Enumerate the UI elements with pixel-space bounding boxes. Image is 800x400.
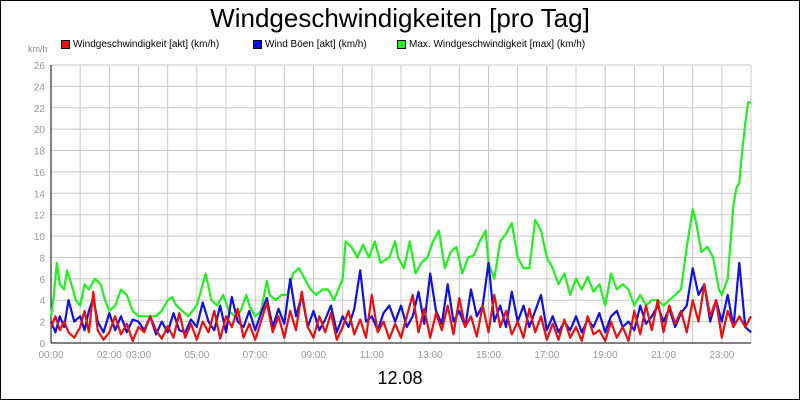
y-tick-label: 16 xyxy=(34,168,46,179)
legend-label-max-speed: Max. Windgeschwindigkeit [max] (km/h) xyxy=(409,39,586,50)
x-tick-label: 09:00 xyxy=(301,350,326,361)
series-line-max-speed xyxy=(49,101,751,318)
series-line-wind-speed xyxy=(49,283,752,342)
x-tick-label: 15:00 xyxy=(476,350,501,361)
y-unit-label: km/h xyxy=(28,44,48,54)
x-tick-label: 17:00 xyxy=(534,350,559,361)
legend-item-gusts: Wind Böen [akt] (km/h) xyxy=(253,39,367,50)
y-tick-label: 26 xyxy=(34,61,46,72)
x-tick-label: 13:00 xyxy=(418,350,443,361)
x-tick-label: 00:00 xyxy=(38,350,63,361)
x-tick-label: 21:00 xyxy=(651,350,676,361)
y-tick-label: 18 xyxy=(34,147,46,158)
legend-swatch-green xyxy=(397,39,406,49)
x-tick-label: 23:00 xyxy=(709,350,734,361)
x-tick-label: 03:00 xyxy=(126,350,151,361)
y-tick-label: 14 xyxy=(34,189,46,200)
chart-title: Windgeschwindigkeiten [pro Tag] xyxy=(210,3,590,33)
y-tick-label: 24 xyxy=(34,82,46,93)
legend-swatch-blue xyxy=(253,39,262,49)
y-tick-label: 0 xyxy=(39,339,45,350)
legend-label-gusts: Wind Böen [akt] (km/h) xyxy=(265,39,367,50)
y-tick-label: 22 xyxy=(34,104,46,115)
series-line-gusts xyxy=(49,261,752,336)
x-tick-label: 05:00 xyxy=(184,350,209,361)
y-tick-label: 6 xyxy=(39,275,45,286)
date-label: 12.08 xyxy=(377,368,423,388)
x-tick-label: 19:00 xyxy=(593,350,618,361)
y-tick-label: 12 xyxy=(34,211,46,222)
y-tick-label: 20 xyxy=(34,125,46,136)
legend-item-wind-speed: Windgeschwindigkeit [akt] (km/h) xyxy=(61,39,219,50)
y-tick-label: 10 xyxy=(34,232,46,243)
x-tick-label: 02:00 xyxy=(97,350,122,361)
x-tick-label: 11:00 xyxy=(360,350,385,361)
y-tick-label: 2 xyxy=(39,318,45,329)
y-tick-label: 4 xyxy=(39,296,45,307)
legend-swatch-red xyxy=(61,39,70,49)
legend-label-wind-speed: Windgeschwindigkeit [akt] (km/h) xyxy=(73,39,220,50)
legend-item-max-speed: Max. Windgeschwindigkeit [max] (km/h) xyxy=(397,39,585,50)
x-tick-label: 07:00 xyxy=(243,350,268,361)
y-tick-label: 8 xyxy=(39,253,45,264)
